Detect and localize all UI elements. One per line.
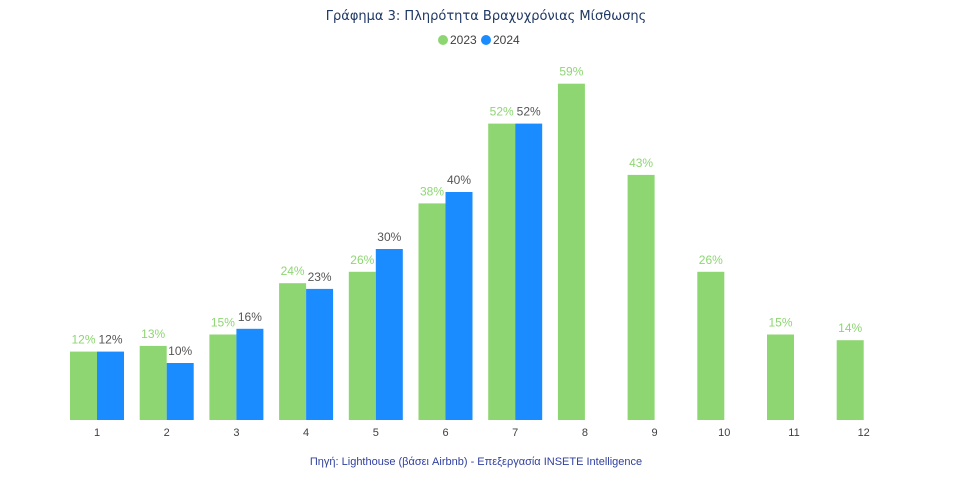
data-label-2024-2: 10% — [168, 344, 192, 358]
x-tick-label: 9 — [652, 427, 658, 439]
data-label-2024-6: 40% — [447, 173, 471, 187]
chart-title: Γράφημα 3: Πληρότητα Βραχυχρόνιας Μίσθωσ… — [326, 9, 646, 24]
legend: 2023 2024 — [438, 33, 520, 47]
bar-2023-1 — [70, 351, 97, 420]
data-label-2024-3: 16% — [238, 310, 262, 324]
x-tick-label: 4 — [303, 427, 309, 439]
data-label-2023-1: 12% — [71, 333, 95, 347]
data-label-2024-1: 12% — [98, 333, 122, 347]
x-tick-label: 6 — [442, 427, 448, 439]
x-tick-label: 8 — [582, 427, 588, 439]
data-label-2023-9: 43% — [629, 156, 653, 170]
x-tick-label: 5 — [373, 427, 379, 439]
legend-label-2024: 2024 — [493, 33, 520, 47]
data-label-2023-5: 26% — [350, 253, 374, 267]
bar-2024-7 — [515, 123, 543, 420]
data-label-2023-12: 14% — [838, 321, 862, 335]
data-label-2023-11: 15% — [768, 316, 792, 330]
bar-2024-4 — [306, 288, 334, 420]
bar-2023-10 — [697, 271, 725, 420]
bar-2023-9 — [627, 174, 655, 420]
x-tick-label: 10 — [718, 427, 730, 439]
bar-2024-2 — [166, 363, 194, 420]
bar-2024-3 — [236, 328, 264, 420]
bar-2023-4 — [279, 283, 307, 420]
data-label-2024-7: 52% — [517, 105, 541, 119]
bar-2023-12 — [836, 340, 864, 420]
bar-2023-6 — [418, 203, 446, 420]
bar-2023-7 — [488, 123, 516, 420]
legend-marker-2024 — [481, 35, 491, 45]
data-label-2023-6: 38% — [420, 184, 444, 198]
x-tick-label: 1 — [94, 427, 100, 439]
x-tick-label: 2 — [164, 427, 170, 439]
x-tick-label: 3 — [233, 427, 239, 439]
x-tick-label: 11 — [788, 427, 799, 439]
bar-2024-1 — [97, 351, 124, 420]
data-label-2023-3: 15% — [211, 316, 235, 330]
bar-2024-5 — [375, 249, 403, 420]
bar-2023-5 — [348, 271, 376, 420]
data-label-2024-4: 23% — [308, 270, 332, 284]
data-label-2023-10: 26% — [699, 253, 723, 267]
source-note: Πηγή: Lighthouse (βάσει Airbnb) - Επεξερ… — [310, 456, 642, 468]
data-label-2023-7: 52% — [490, 105, 514, 119]
bar-2024-6 — [445, 192, 473, 420]
x-tick-label: 12 — [858, 427, 870, 439]
bar-2023-2 — [139, 345, 167, 420]
x-tick-label: 7 — [512, 427, 518, 439]
data-label-2024-5: 30% — [377, 230, 401, 244]
data-label-2023-8: 59% — [559, 65, 583, 79]
legend-marker-2023 — [438, 35, 448, 45]
plot-area: 12% 12%113%10%215% 16%324% 23%426%30%538%40… — [70, 65, 870, 439]
bar-2023-3 — [209, 334, 237, 420]
data-label-2023-2: 13% — [141, 327, 165, 341]
legend-label-2023: 2023 — [450, 33, 477, 47]
bar-2023-11 — [767, 334, 794, 420]
bar-2023-8 — [557, 83, 585, 420]
data-label-2023-4: 24% — [281, 264, 305, 278]
